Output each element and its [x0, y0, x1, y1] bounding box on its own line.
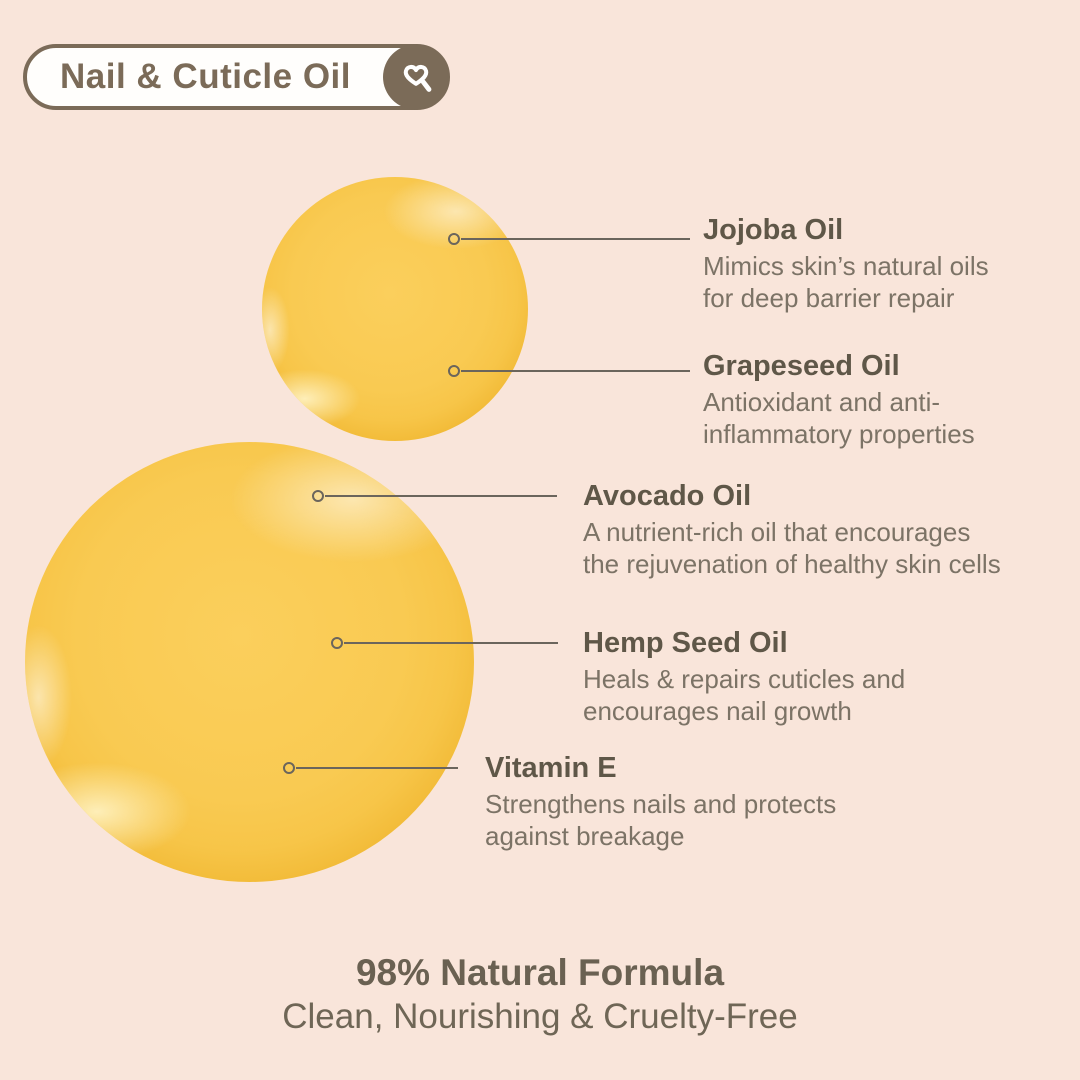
- callout-dot-grapeseed-oil: [448, 365, 460, 377]
- callout-avocado-oil: Avocado Oil A nutrient-rich oil that enc…: [583, 479, 1080, 580]
- oil-droplet-large: [25, 442, 474, 882]
- callout-line-avocado-oil: [325, 495, 557, 497]
- callout-grapeseed-oil: Grapeseed Oil Antioxidant and anti- infl…: [703, 349, 1063, 450]
- ingredient-description: Heals & repairs cuticles and encourages …: [583, 664, 906, 726]
- product-badge: Nail & Cuticle Oil: [23, 44, 450, 110]
- callout-dot-avocado-oil: [312, 490, 324, 502]
- callout-line-jojoba-oil: [461, 238, 690, 240]
- product-name-label: Nail & Cuticle Oil: [60, 57, 351, 96]
- callout-dot-hemp-seed-oil: [331, 637, 343, 649]
- ingredient-title: Avocado Oil: [583, 480, 752, 512]
- heart-magnifier-glyph: [403, 64, 431, 92]
- footer-headline: 98% Natural Formula: [355, 952, 725, 993]
- callout-line-vitamin-e: [296, 767, 458, 769]
- callout-jojoba-oil: Jojoba Oil Mimics skin’s natural oils fo…: [703, 213, 1063, 314]
- heart-search-icon: [383, 44, 448, 110]
- callout-hemp-seed-oil: Hemp Seed Oil Heals & repairs cuticles a…: [583, 626, 1013, 727]
- ingredient-description: A nutrient-rich oil that encourages the …: [583, 517, 1001, 579]
- ingredient-title: Jojoba Oil: [703, 214, 844, 246]
- ingredient-title: Grapeseed Oil: [703, 350, 900, 382]
- callout-vitamin-e: Vitamin E Strengthens nails and protects…: [485, 751, 925, 852]
- callout-line-hemp-seed-oil: [344, 642, 558, 644]
- droplet-highlight: [25, 442, 474, 882]
- ingredient-title: Vitamin E: [485, 752, 617, 784]
- ingredient-title: Hemp Seed Oil: [583, 627, 788, 659]
- callout-dot-vitamin-e: [283, 762, 295, 774]
- footer-subline: Clean, Nourishing & Cruelty-Free: [282, 997, 798, 1036]
- ingredient-description: Antioxidant and anti- inflammatory prope…: [703, 387, 975, 449]
- droplet-highlight: [262, 177, 528, 441]
- ingredient-description: Mimics skin’s natural oils for deep barr…: [703, 251, 989, 313]
- callout-line-grapeseed-oil: [461, 370, 690, 372]
- oil-droplet-small: [262, 177, 528, 441]
- ingredient-description: Strengthens nails and protects against b…: [485, 789, 837, 851]
- callout-dot-jojoba-oil: [448, 233, 460, 245]
- footer: 98% Natural Formula Clean, Nourishing & …: [0, 952, 1080, 1038]
